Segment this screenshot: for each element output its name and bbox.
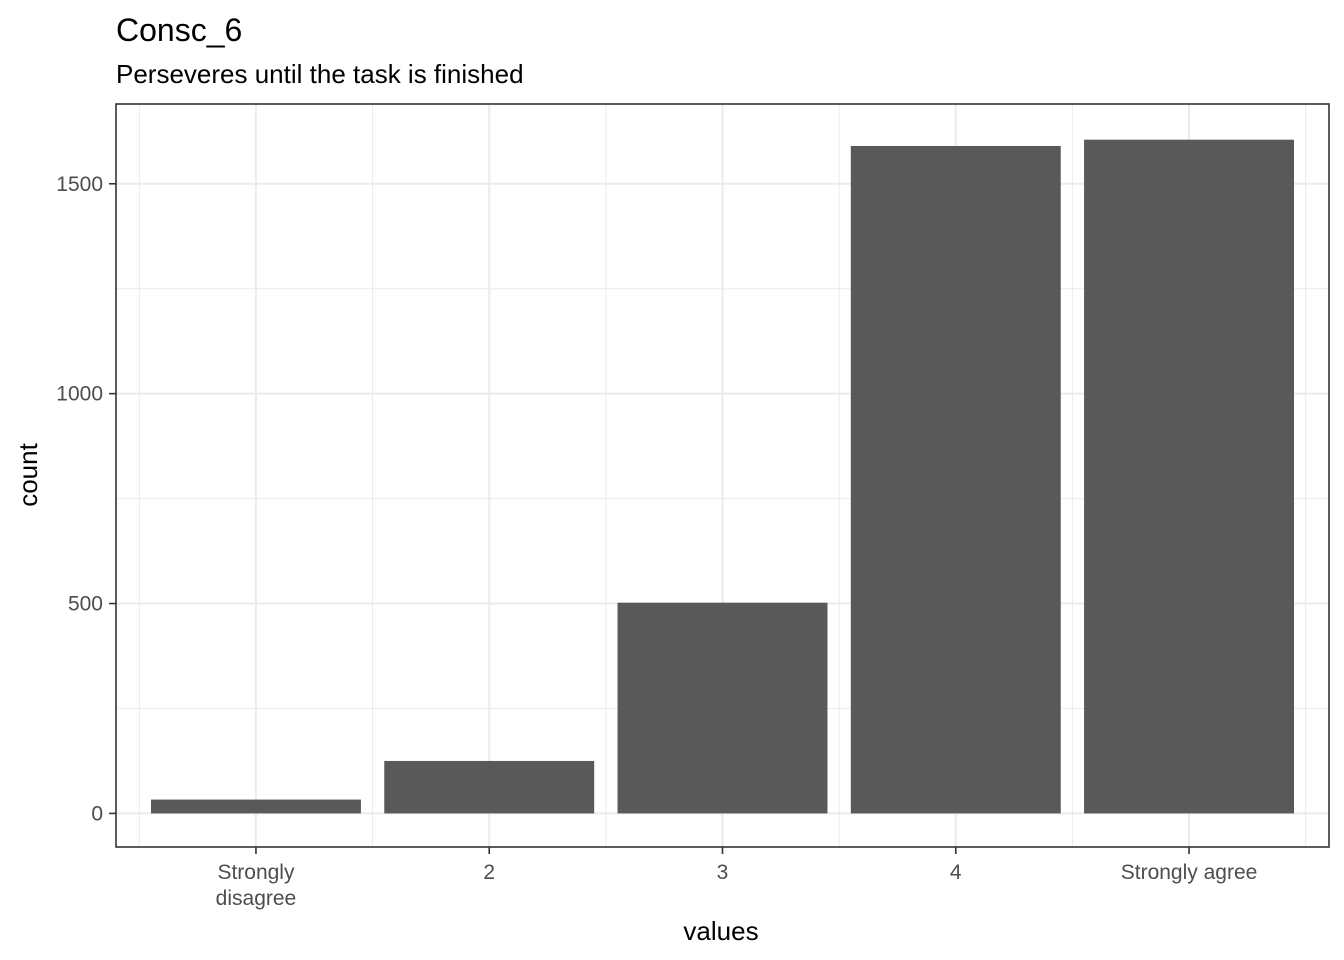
bars (150, 139, 1295, 814)
y-axis-title: count (13, 442, 43, 506)
chart-title: Consc_6 (116, 12, 242, 48)
y-axis-ticks: 0 500 1000 1500 (56, 173, 116, 825)
x-tick-label: Strongly disagree (216, 861, 297, 910)
bar (850, 145, 1061, 814)
x-tick-label: 2 (483, 861, 495, 884)
y-tick-label: 1000 (56, 383, 103, 406)
x-axis-title: values (683, 916, 758, 946)
x-tick-label: 4 (950, 861, 962, 884)
y-tick-label: 1500 (56, 173, 103, 196)
x-axis-ticks: Strongly disagree 2 3 4 Strongly agree (216, 847, 1258, 910)
y-tick-label: 0 (91, 802, 103, 825)
bar (617, 602, 828, 814)
bar (384, 760, 595, 814)
bar (150, 799, 361, 814)
x-tick-label: 3 (717, 861, 729, 884)
y-tick-label: 500 (68, 593, 103, 616)
x-tick-label: Strongly agree (1121, 861, 1258, 884)
bar (1084, 139, 1295, 814)
chart-subtitle: Perseveres until the task is finished (116, 59, 524, 89)
